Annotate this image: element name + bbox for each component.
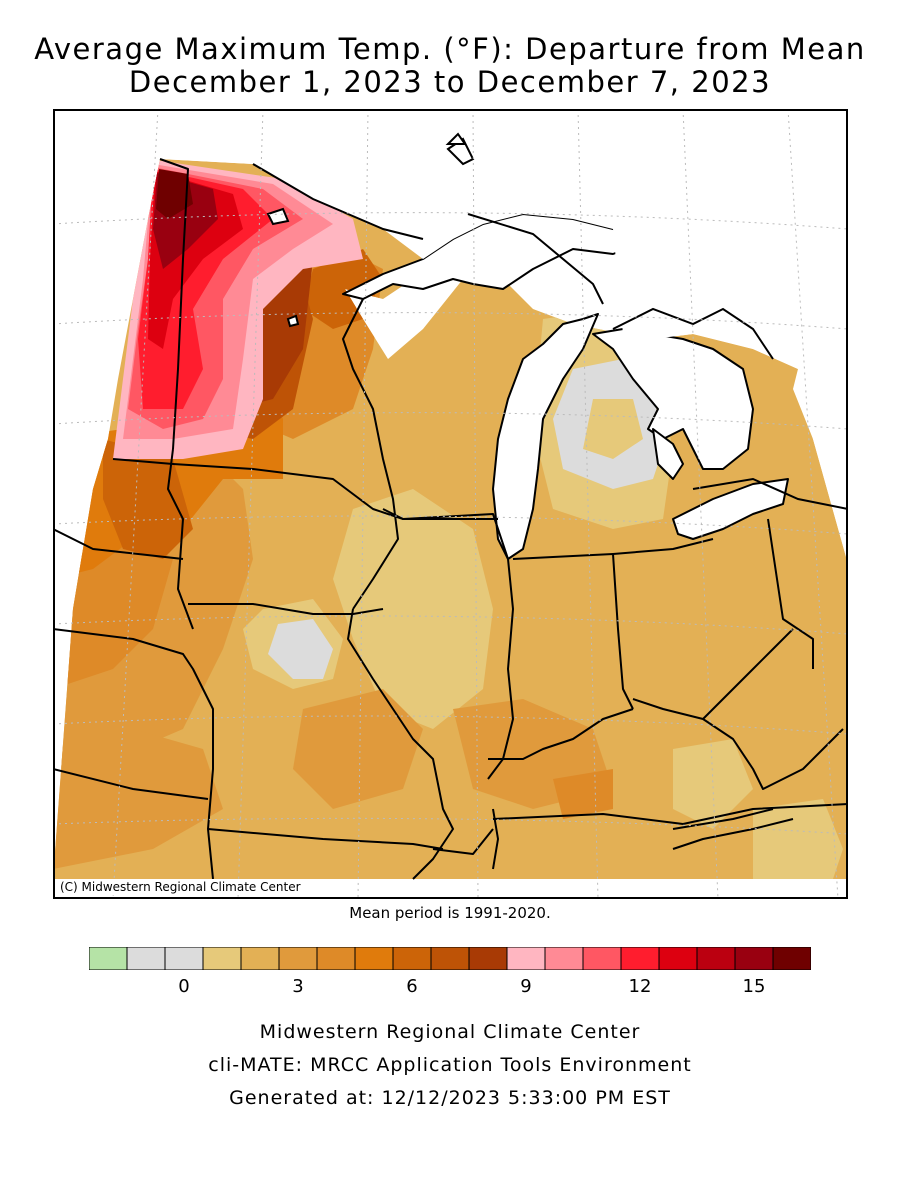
ky-tn-border (492, 803, 848, 825)
indiana-ky-border (488, 708, 634, 760)
legend-swatch (582, 947, 622, 970)
legend-swatch (392, 947, 432, 970)
ohio-river (632, 628, 794, 720)
legend-swatch (734, 947, 774, 970)
map-credit: (C) Midwestern Regional Climate Center (56, 879, 305, 895)
legend-swatch (658, 947, 698, 970)
legend-swatch (202, 947, 242, 970)
mississippi-river-south (492, 808, 499, 870)
map-title-line2: December 1, 2023 to December 7, 2023 (128, 65, 772, 99)
lake-huron (592, 328, 754, 470)
legend-swatch (354, 947, 394, 970)
il-west-border (347, 608, 454, 880)
tn-nc-border (672, 818, 794, 850)
legend-swatch (772, 947, 811, 970)
map-frame (53, 109, 848, 899)
midwest-temperature-map (53, 109, 848, 899)
legend-swatch (620, 947, 660, 970)
wv-border (702, 718, 844, 790)
legend-tick-label: 9 (520, 976, 532, 997)
color-legend (89, 947, 811, 970)
ohio-pa-border (767, 518, 814, 669)
state-borders (53, 158, 848, 880)
legend-swatch (544, 947, 584, 970)
tn-va-border (672, 808, 774, 830)
great-lakes (342, 213, 789, 560)
legend-tick-label: 12 (628, 976, 652, 997)
boot-heel (432, 828, 494, 855)
legend-swatch (316, 947, 356, 970)
legend-swatch (278, 947, 318, 970)
mn-nd-border (159, 158, 189, 450)
footer-org: Midwestern Regional Climate Center (259, 1021, 641, 1043)
map-title-line1: Average Maximum Temp. (°F): Departure fr… (34, 32, 866, 66)
legend-swatch (126, 947, 166, 970)
canada-region (160, 109, 848, 564)
missouri-arkansas-border (207, 828, 444, 850)
legend-swatch (696, 947, 736, 970)
footer-tool: cli-MATE: MRCC Application Tools Environ… (208, 1054, 692, 1076)
legend-swatch (164, 947, 204, 970)
legend-tick-label: 6 (406, 976, 418, 997)
legend-tick-labels: 0 3 6 9 12 15 (89, 976, 811, 998)
nebraska-kansas-border (53, 528, 184, 560)
lake-michigan (492, 313, 599, 560)
mn-iowa-west (167, 448, 194, 630)
legend-tick-label: 15 (742, 976, 766, 997)
legend-swatch (240, 947, 280, 970)
saginaw-bay (652, 428, 684, 480)
legend-swatch (89, 947, 128, 970)
indiana-ohio-border (512, 553, 634, 710)
footer-generated: Generated at: 12/12/2023 5:33:00 PM EST (229, 1087, 671, 1109)
legend-swatch (430, 947, 470, 970)
legend-swatch (468, 947, 508, 970)
il-indiana-border (487, 558, 514, 780)
missouri-kansas-border (53, 628, 214, 880)
kansas-oklahoma-border (53, 768, 209, 800)
iowa-missouri (188, 603, 384, 615)
wi-il-border (382, 508, 509, 560)
wi-mn-border (342, 298, 399, 610)
mi-ohio-border (612, 538, 714, 555)
lat-lon-gridlines (53, 109, 848, 899)
legend-swatch (506, 947, 546, 970)
legend-tick-label: 0 (178, 976, 190, 997)
mean-period-note: Mean period is 1991-2020. (349, 904, 551, 922)
legend-tick-label: 3 (292, 976, 304, 997)
